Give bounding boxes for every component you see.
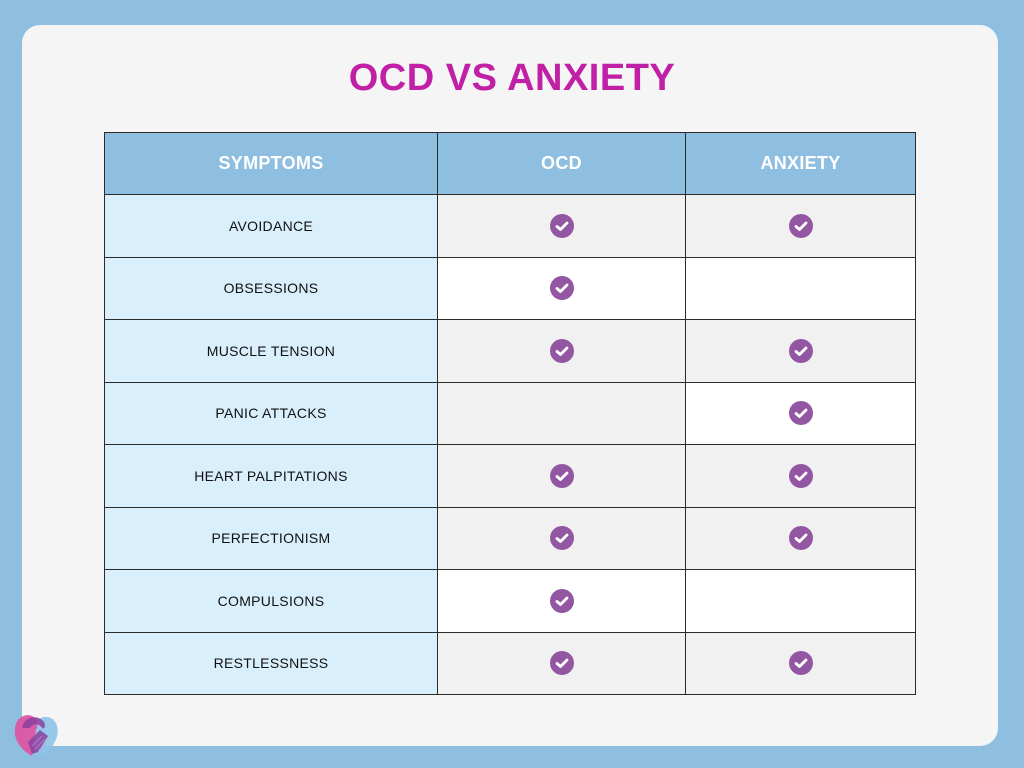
header-row: SYMPTOMS OCD ANXIETY [104,132,916,195]
check-circle-icon [549,651,574,676]
check-circle-icon [549,463,574,488]
symptom-cell: AVOIDANCE [104,194,438,258]
symptom-cell: RESTLESSNESS [104,631,438,695]
anxiety-cell [685,319,916,383]
check-circle-icon [549,213,574,238]
anxiety-cell [685,381,916,445]
table-row: HEART PALPITATIONS [104,444,916,508]
check-circle-icon [788,401,813,426]
check-circle-icon [788,463,813,488]
check-circle-icon [549,338,574,363]
anxiety-cell [685,506,916,570]
handshake-heart-logo [14,715,58,756]
ocd-cell [437,569,686,633]
table-row: OBSESSIONS [104,256,916,320]
ocd-cell [437,631,686,695]
table-row: PANIC ATTACKS [104,381,916,445]
table-row: PERFECTIONISM [104,506,916,570]
check-circle-icon [549,588,574,613]
header-symptoms: SYMPTOMS [104,132,438,195]
symptom-cell: HEART PALPITATIONS [104,444,438,508]
check-circle-icon [788,213,813,238]
anxiety-cell [685,631,916,695]
table-row: RESTLESSNESS [104,631,916,695]
ocd-cell [437,381,686,445]
anxiety-cell [685,256,916,320]
header-anxiety: ANXIETY [685,132,916,195]
ocd-cell [437,506,686,570]
check-circle-icon [788,338,813,363]
ocd-cell [437,256,686,320]
check-circle-icon [549,276,574,301]
table-body: AVOIDANCE OBSESSIONS MUSCLE TENSION PANIC A… [104,194,916,695]
anxiety-cell [685,569,916,633]
table-row: COMPULSIONS [104,569,916,633]
ocd-cell [437,319,686,383]
ocd-cell [437,444,686,508]
check-circle-icon [788,651,813,676]
check-circle-icon [549,526,574,551]
ocd-cell [437,194,686,258]
anxiety-cell [685,194,916,258]
table-row: AVOIDANCE [104,194,916,258]
comparison-table: SYMPTOMS OCD ANXIETY AVOIDANCE OBSESSIONS… [104,132,916,695]
header-ocd: OCD [437,132,686,195]
symptom-cell: COMPULSIONS [104,569,438,633]
symptom-cell: PERFECTIONISM [104,506,438,570]
table-row: MUSCLE TENSION [104,319,916,383]
page-title: OCD VS ANXIETY [348,57,676,99]
symptom-cell: MUSCLE TENSION [104,319,438,383]
symptom-cell: PANIC ATTACKS [104,381,438,445]
symptom-cell: OBSESSIONS [104,256,438,320]
check-circle-icon [788,526,813,551]
anxiety-cell [685,444,916,508]
